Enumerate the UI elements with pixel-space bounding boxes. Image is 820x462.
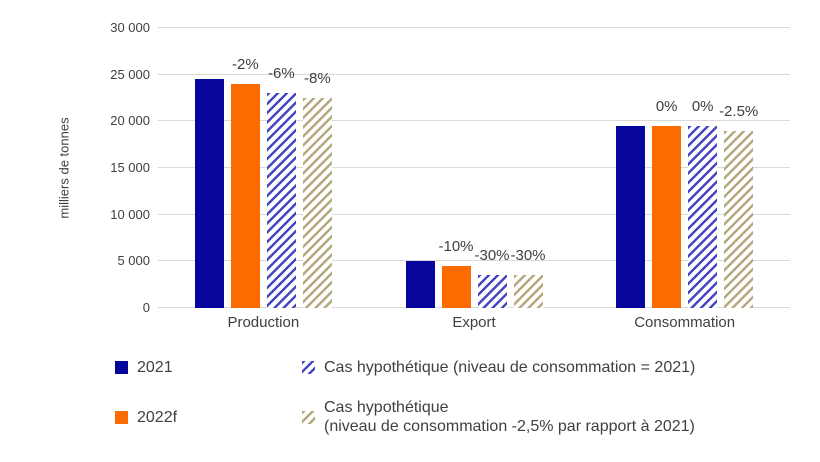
bar: -10%: [438, 238, 474, 308]
bar-fill: [513, 275, 543, 308]
gridline: [158, 307, 790, 308]
bar: -6%: [266, 65, 296, 308]
bar-value-label: -8%: [303, 70, 331, 87]
bar-value-label: -2.5%: [719, 102, 759, 120]
bar-fill: [652, 126, 682, 308]
bar-value-label: -6%: [267, 65, 295, 83]
legend-swatch: [302, 410, 315, 424]
gridline: [158, 213, 790, 215]
y-tick-label: 25 000: [110, 66, 150, 82]
bar-fill: [441, 266, 471, 308]
bar-value-label: -10%: [438, 238, 474, 255]
gridline: [158, 167, 790, 168]
bar-group: 0% 0% -2.5%: [616, 98, 758, 308]
y-tick-label: 15 000: [110, 160, 150, 175]
y-tick-label: 10 000: [110, 206, 150, 222]
gridline: [158, 27, 790, 28]
bar-value-label: -30%: [510, 247, 546, 265]
bar-group: -2% -6% -8%: [194, 56, 332, 308]
bar: 0%: [688, 98, 718, 308]
legend-label: 2021: [137, 359, 173, 376]
bar-fill: [302, 98, 332, 308]
bar: 0%: [652, 98, 682, 308]
legend-swatch: [302, 361, 315, 374]
bar: -30%: [474, 247, 510, 308]
legend-swatch: [115, 361, 128, 374]
legend-row: 2021 Cas hypothétique (niveau de consomma…: [115, 358, 695, 377]
legend-swatch: [115, 410, 128, 424]
y-tick-label: 5 000: [117, 253, 150, 269]
bar-fill: [477, 275, 507, 308]
bar: [405, 261, 435, 308]
bar-fill: [230, 84, 260, 308]
bar-fill: [405, 261, 435, 308]
bar-fill: [194, 79, 224, 308]
bar: -2%: [230, 56, 260, 308]
bar-fill: [266, 93, 296, 308]
x-axis-label: Export: [452, 314, 496, 331]
bar-fill: [616, 126, 646, 308]
y-tick-label: 20 000: [110, 113, 150, 129]
bar: -8%: [302, 70, 332, 308]
gridline: [158, 120, 790, 122]
legend-label: 2022f: [137, 408, 178, 426]
legend-label: Cas hypothétique (niveau de consommation…: [324, 399, 695, 435]
bar-value-label: -30%: [474, 247, 510, 265]
legend-item: Cas hypothétique (niveau de consommation…: [302, 398, 695, 436]
legend-row: 2022f Cas hypothétique (niveau de consomm…: [115, 398, 695, 436]
legend-label: Cas hypothétique (niveau de consommation…: [324, 359, 696, 376]
legend-item: Cas hypothétique (niveau de consommation…: [302, 358, 695, 377]
bar: [616, 126, 646, 308]
legend-item: 2022f: [115, 408, 302, 427]
plot-area: -2% -6% -8% -10% -30% -30% 0% 0% -2.5%: [158, 27, 790, 308]
bar-value-label: 0%: [655, 98, 678, 115]
gridline: [158, 260, 790, 262]
x-axis-label: Production: [227, 314, 300, 331]
bar: -30%: [510, 247, 546, 308]
bar-group: -10% -30% -30%: [405, 238, 546, 308]
bar-value-label: -2%: [231, 56, 259, 73]
bar: [194, 79, 224, 308]
x-axis-label: Consommation: [634, 314, 736, 331]
bar-fill: [688, 126, 718, 308]
y-tick-label: 30 000: [110, 20, 150, 35]
legend-item: 2021: [115, 358, 302, 377]
y-tick-label: 0: [142, 300, 150, 315]
legend: 2021 Cas hypothétique (niveau de consomma…: [115, 358, 695, 436]
gridline: [158, 73, 790, 75]
bar-fill: [724, 130, 754, 308]
bar-value-label: 0%: [691, 98, 714, 115]
bar: -2.5%: [719, 103, 758, 308]
